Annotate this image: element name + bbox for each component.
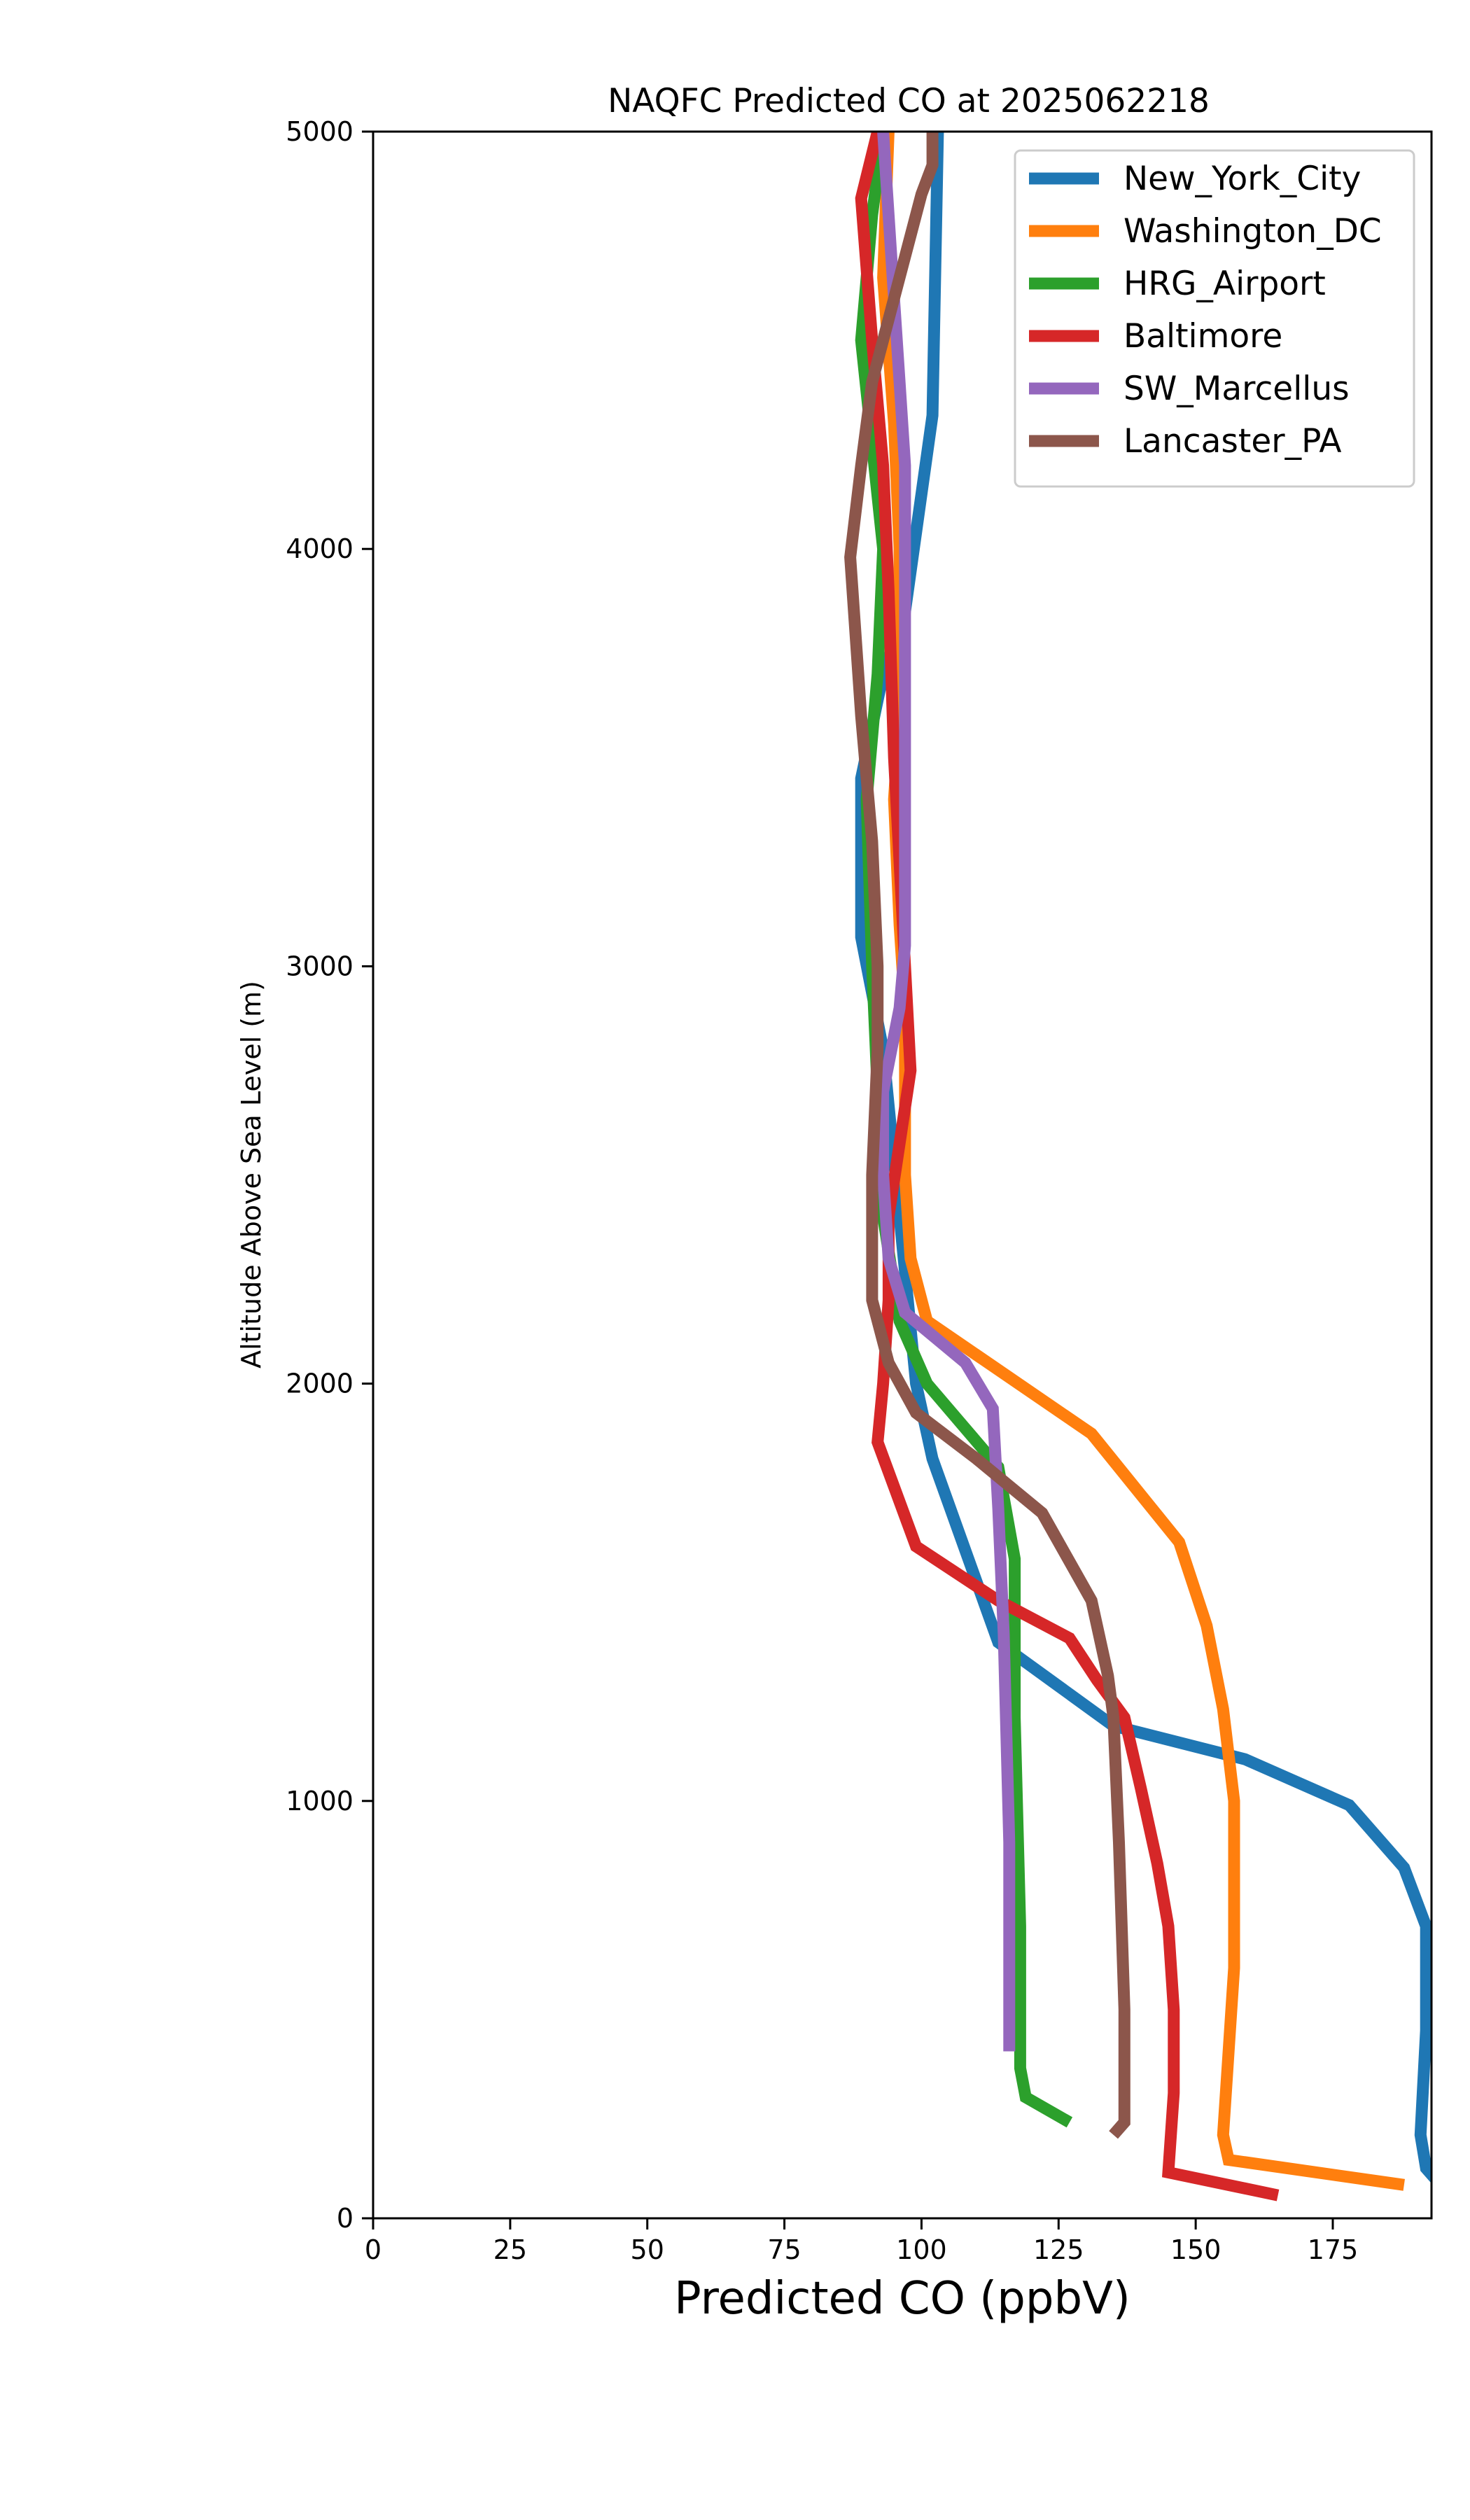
x-tick-label-7: 175 [1308,2234,1359,2265]
legend: New_York_City Washington_DC HRG_Airport Bal… [1014,149,1415,488]
y-tick-label-3: 3000 [286,951,354,981]
y-tick-label-1: 1000 [286,1786,354,1816]
x-tick-label-4: 100 [896,2234,947,2265]
plot-frame [372,130,1433,2220]
series-line-baltimore [855,132,1280,2202]
x-tick-label-6: 150 [1170,2234,1222,2265]
series-layer [844,132,1432,2202]
legend-box [1014,149,1415,488]
legend-label-new-york-city: New_York_City [1124,160,1361,198]
y-tick-label-2: 2000 [286,1368,354,1399]
x-tick-label-0: 0 [365,2234,382,2265]
x-axis: 0 25 50 75 100 125 150 175 [365,2218,1358,2265]
y-tick-label-5: 5000 [286,116,354,147]
legend-label-hrg-airport: HRG_Airport [1124,265,1326,303]
x-tick-label-1: 25 [493,2234,527,2265]
x-axis-label: Predicted CO (ppbV) [674,2273,1130,2325]
legend-label-lancaster-pa: Lancaster_PA [1124,422,1342,461]
x-tick-label-3: 75 [767,2234,801,2265]
series-line-lancaster-pa [844,132,1130,2139]
legend-label-baltimore: Baltimore [1124,317,1282,356]
chart-title: NAQFC Predicted CO at 2025062218 [608,82,1210,120]
y-axis: 0 1000 2000 3000 4000 5000 [286,116,373,2234]
y-tick-label-0: 0 [337,2203,354,2234]
y-tick-label-4: 4000 [286,533,354,564]
legend-label-washington-dc: Washington_DC [1124,212,1382,251]
series-line-sw-marcellus [877,132,1016,2052]
x-tick-label-2: 50 [631,2234,664,2265]
legend-label-sw-marcellus: SW_Marcellus [1124,370,1350,408]
y-axis-label: Altitude Above Sea Level (m) [236,981,267,1368]
x-tick-label-5: 125 [1033,2234,1084,2265]
